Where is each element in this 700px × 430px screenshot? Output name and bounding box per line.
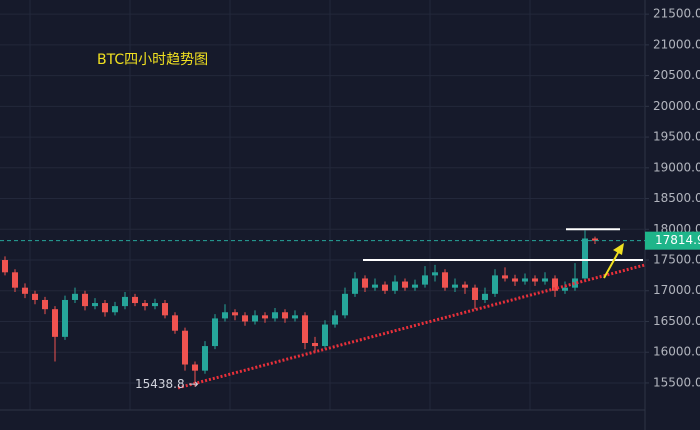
candle-body — [502, 275, 508, 279]
candle-body — [422, 275, 428, 285]
candle-body — [52, 309, 58, 337]
candle-body — [582, 238, 588, 279]
candle-body — [252, 315, 258, 322]
candle-body — [572, 278, 578, 288]
y-tick-label: 15500.0 — [653, 375, 700, 389]
y-tick-label: 16500.0 — [653, 314, 700, 328]
candle-body — [72, 293, 78, 300]
y-tick-label: 21000.0 — [653, 37, 700, 51]
arrow-shaft — [603, 250, 620, 279]
candle-body — [472, 287, 478, 300]
candle-body — [62, 299, 68, 337]
candle-body — [532, 278, 538, 282]
candle-body — [412, 284, 418, 288]
candle-body — [352, 278, 358, 294]
candle-body — [122, 296, 128, 307]
candle-body — [242, 315, 248, 322]
candle-body — [232, 312, 238, 316]
candle-body — [432, 272, 438, 276]
candle-body — [522, 278, 528, 282]
candle-body — [312, 342, 318, 347]
candle-body — [142, 303, 148, 307]
candle-body — [162, 303, 168, 316]
candle-body — [212, 318, 218, 347]
candle-body — [12, 272, 18, 288]
candle-body — [442, 272, 448, 288]
candle-body — [152, 303, 158, 307]
candle-body — [332, 315, 338, 325]
candle-body — [562, 287, 568, 291]
candle-body — [342, 293, 348, 316]
last-price-box — [645, 231, 700, 250]
y-tick-label: 21500.0 — [653, 7, 700, 21]
y-tick-label: 19000.0 — [653, 160, 700, 174]
candle-body — [482, 293, 488, 300]
y-tick-label: 16000.0 — [653, 345, 700, 359]
low-label: 15438.8 → — [135, 377, 199, 391]
y-tick-label: 19500.0 — [653, 130, 700, 144]
candle-body — [552, 278, 558, 291]
candle-body — [32, 293, 38, 300]
candle-body — [202, 346, 208, 371]
candle-body — [282, 312, 288, 319]
candle-body — [592, 238, 598, 241]
y-tick-label: 20000.0 — [653, 99, 700, 113]
candle-body — [262, 315, 268, 319]
candle-body — [292, 315, 298, 319]
y-tick-label: 17000.0 — [653, 283, 700, 297]
candle-body — [492, 275, 498, 294]
candle-body — [382, 284, 388, 291]
chart-title: BTC四小时趋势图 — [97, 52, 208, 68]
candle-body — [462, 284, 468, 288]
candle-body — [452, 284, 458, 288]
candle-body — [2, 260, 8, 273]
candle-body — [222, 312, 228, 319]
candle-body — [192, 364, 198, 371]
candle-body — [542, 278, 548, 282]
last-price-label: 17814.9 — [655, 233, 700, 247]
candle-body — [392, 281, 398, 291]
candle-body — [372, 284, 378, 288]
candle-body — [362, 278, 368, 288]
candle-body — [92, 303, 98, 307]
vertical-grid — [29, 0, 531, 410]
trendline — [177, 263, 646, 390]
candle-body — [132, 296, 138, 304]
candle-body — [182, 330, 188, 365]
candle-body — [272, 312, 278, 319]
y-tick-label: 17500.0 — [653, 253, 700, 267]
candle-body — [302, 315, 308, 343]
candle-body — [82, 293, 88, 307]
candle-body — [22, 287, 28, 294]
candle-body — [112, 306, 118, 313]
candle-body — [322, 324, 328, 347]
arrow-head — [613, 243, 624, 255]
candle-body — [402, 281, 408, 288]
y-tick-label: 20500.0 — [653, 68, 700, 82]
candle-body — [102, 303, 108, 313]
candle-body — [512, 278, 518, 282]
y-tick-label: 18500.0 — [653, 191, 700, 205]
candle-body — [172, 315, 178, 331]
candle-body — [42, 299, 48, 310]
